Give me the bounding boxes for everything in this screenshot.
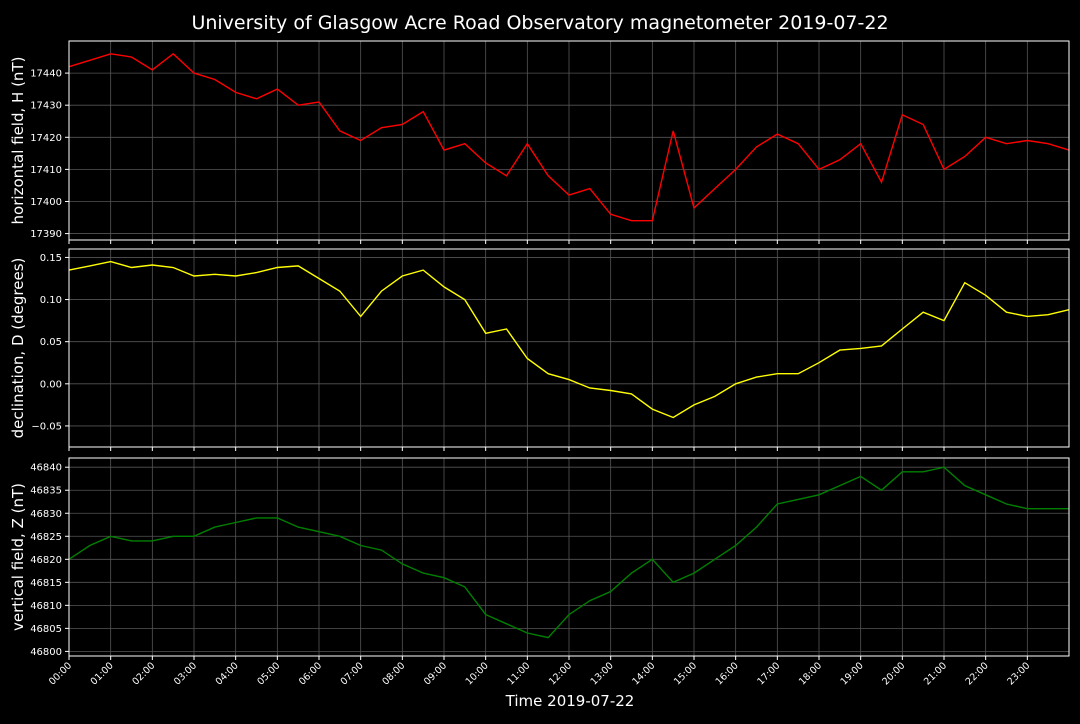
y-tick-label: 17410: [30, 165, 62, 176]
y-tick-label: 17390: [30, 229, 62, 240]
y-tick-label: 46835: [30, 486, 62, 497]
chart-title: University of Glasgow Acre Road Observat…: [191, 12, 888, 34]
y-tick-label: 46830: [30, 509, 62, 520]
panel-frame: [68, 457, 1070, 657]
y-tick-label: 46805: [30, 624, 62, 635]
panel-Z: 46800 46805 46810 46815 46820 46825 46830 46835…: [9, 457, 1070, 660]
series-line-D: [68, 260, 1070, 419]
y-tick-label: 17430: [30, 101, 62, 112]
y-axis-label-Z: vertical field, Z (nT): [9, 483, 27, 631]
y-tick-label: 46810: [30, 601, 62, 612]
y-tick-label: 0.10: [40, 295, 62, 306]
y-tick-label: 17440: [30, 69, 62, 80]
y-tick-label: 17400: [30, 197, 62, 208]
y-tick-label: 0.05: [40, 337, 62, 348]
y-tick-label: 46820: [30, 555, 62, 566]
y-tick-label: 46815: [30, 578, 62, 589]
y-tick-label: 0.00: [40, 379, 62, 390]
series-line-Z: [68, 466, 1069, 639]
panel-D: −0.05 0.00 0.05 0.10 0.15 declination, D (deg…: [9, 248, 1070, 451]
y-axis-label-H: horizontal field, H (nT): [9, 57, 27, 225]
y-tick-label: 46840: [30, 463, 62, 474]
y-tick-label: −0.05: [31, 421, 62, 432]
x-axis-label: Time 2019-07-22: [505, 692, 635, 710]
y-tick-label: 17420: [30, 133, 62, 144]
series-line-H: [68, 52, 1070, 222]
y-tick-label: 0.15: [40, 253, 62, 264]
panel-frame: [68, 248, 1070, 448]
y-axis-label-D: declination, D (degrees): [9, 258, 27, 439]
y-tick-label: 46825: [30, 532, 62, 543]
panel-frame: [68, 40, 1070, 241]
panel-H: 17390 17400 17410 17420 17430 17440horizontal…: [9, 40, 1070, 244]
y-tick-label: 46800: [30, 647, 62, 658]
